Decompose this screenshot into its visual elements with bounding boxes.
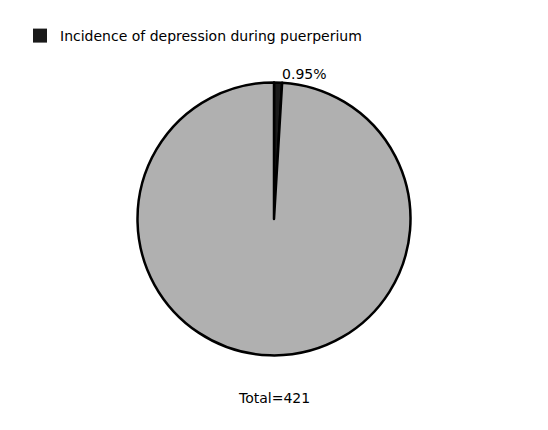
svg-text:0.95%: 0.95% — [282, 66, 326, 82]
svg-text:Total=421: Total=421 — [238, 390, 310, 406]
svg-text:Incidence of depression during: Incidence of depression during puerperiu… — [60, 28, 362, 44]
